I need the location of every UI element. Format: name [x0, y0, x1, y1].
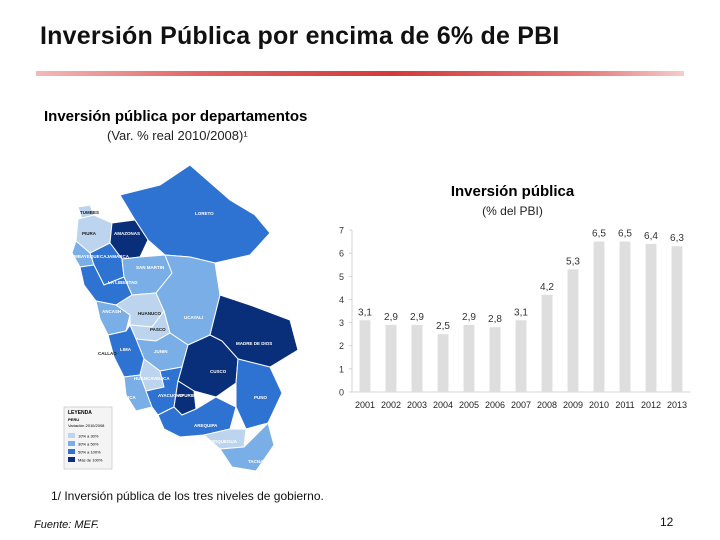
bar-value-label: 5,3	[566, 256, 580, 267]
legend-item-label: 30% a 50%	[78, 441, 99, 446]
y-tick-label: 0	[339, 388, 344, 398]
label-puno: PUNO	[254, 395, 268, 400]
label-arequipa: AREQUIPA	[194, 423, 218, 428]
region-tacna	[219, 422, 275, 472]
bar-value-label: 4,2	[540, 282, 554, 293]
y-tick-label: 5	[339, 272, 344, 282]
chart-title: Inversión pública	[450, 183, 575, 200]
label-san-martin: SAN MARTIN	[136, 265, 164, 270]
label-madre-de-dios: MADRE DE DIOS	[236, 341, 272, 346]
legend-swatch	[68, 449, 75, 454]
y-tick-label: 6	[339, 249, 344, 259]
label-tacna: TACNA	[248, 459, 264, 464]
bar-2005	[463, 324, 475, 392]
label-loreto: LORETO	[195, 211, 214, 216]
bar-2011	[619, 241, 631, 392]
bar-value-label: 2,5	[436, 321, 450, 332]
peru-departments-map: TUMBES LORETO PIURA AMAZONAS LAMBAYEQUE …	[63, 164, 299, 472]
label-la-libertad: LA LIBERTAD	[108, 280, 138, 285]
page-title: Inversión Pública por encima de 6% de PB…	[40, 22, 560, 50]
label-moquegua: MOQUEGUA	[210, 439, 238, 444]
legend-swatch	[68, 441, 75, 446]
x-tick-label: 2011	[615, 400, 634, 410]
bar-2001	[359, 320, 371, 392]
label-huancavelica: HUANCAVELICA	[134, 376, 170, 381]
legend-title: LEYENDA	[68, 410, 92, 416]
x-tick-label: 2005	[459, 400, 479, 410]
map-subtitle: (Var. % real 2010/2008)¹	[107, 128, 248, 143]
label-lambayeque: LAMBAYEQUE	[68, 254, 100, 259]
label-huanuco: HUANUCO	[138, 311, 161, 316]
bar-2013	[671, 246, 683, 392]
label-cajamarca: CAJAMARCA	[100, 254, 130, 259]
label-apurimac: APURIMAC	[178, 393, 203, 398]
region-moquegua	[202, 428, 247, 450]
legend-swatch	[68, 433, 75, 438]
region-arequipa	[157, 396, 237, 438]
label-ancash: ANCASH	[102, 309, 121, 314]
bar-value-label: 6,4	[644, 231, 658, 242]
x-tick-label: 2001	[355, 400, 375, 410]
legend-swatch	[68, 457, 75, 462]
legend-item-label: 50% a 100%	[78, 449, 101, 454]
label-pasco: PASCO	[150, 327, 166, 332]
label-lima: LIMA	[120, 347, 132, 352]
bar-2006	[489, 327, 501, 392]
bar-2009	[567, 269, 579, 392]
bar-value-label: 6,3	[670, 233, 684, 244]
bar-2004	[437, 334, 449, 392]
chart-subtitle: (% del PBI)	[482, 204, 543, 218]
bar-2008	[541, 294, 553, 392]
region-puno	[235, 358, 283, 430]
x-tick-label: 2009	[563, 400, 583, 410]
x-tick-label: 2013	[667, 400, 687, 410]
label-callao: CALLAO	[98, 351, 117, 356]
label-cusco: CUSCO	[210, 369, 227, 374]
label-tumbes: TUMBES	[80, 210, 99, 215]
y-tick-label: 1	[339, 364, 344, 374]
label-ica: ICA	[128, 395, 137, 400]
x-tick-label: 2010	[589, 400, 609, 410]
bar-value-label: 2,9	[462, 312, 476, 323]
x-tick-label: 2012	[641, 400, 661, 410]
bar-2010	[593, 241, 605, 392]
source-note: Fuente: MEF.	[34, 519, 100, 531]
x-tick-label: 2006	[485, 400, 505, 410]
y-tick-label: 3	[339, 318, 344, 328]
legend-caption: Variación 2010/2008	[68, 423, 105, 428]
title-divider	[36, 71, 684, 76]
bar-value-label: 6,5	[618, 229, 632, 240]
legend-item-label: 10% a 30%	[78, 433, 99, 438]
label-piura: PIURA	[82, 231, 97, 236]
y-tick-label: 2	[339, 341, 344, 351]
label-junin: JUNIN	[154, 349, 168, 354]
map-legend: LEYENDA PERU Variación 2010/2008 10% a 3…	[63, 406, 113, 470]
bar-value-label: 3,1	[514, 307, 528, 318]
x-tick-label: 2002	[381, 400, 401, 410]
bar-value-label: 6,5	[592, 229, 606, 240]
x-tick-label: 2003	[407, 400, 427, 410]
legend-item-label: Más de 100%	[78, 457, 103, 462]
bar-2007	[515, 320, 527, 392]
bar-2012	[645, 243, 657, 392]
bar-value-label: 2,9	[384, 312, 398, 323]
x-tick-label: 2008	[537, 400, 557, 410]
bar-value-label: 2,9	[410, 312, 424, 323]
label-ayacucho: AYACUCHO	[158, 393, 184, 398]
bar-2003	[411, 324, 423, 392]
x-tick-label: 2007	[511, 400, 531, 410]
legend-subtitle: PERU	[68, 417, 79, 422]
label-amazonas: AMAZONAS	[114, 231, 140, 236]
bar-value-label: 2,8	[488, 314, 502, 325]
y-tick-label: 4	[339, 295, 344, 305]
map-title: Inversión pública por departamentos	[44, 108, 308, 125]
public-investment-bar-chart: 0 1 2 3 4 5 6 7 3,1 2001 2,9 2002 2,9 2003 2,5 2004 2,9 2…	[339, 226, 690, 410]
footnote: 1/ Inversión pública de los tres niveles…	[51, 489, 324, 503]
y-tick-label: 7	[339, 226, 344, 236]
label-ucayali: UCAYALI	[184, 315, 203, 320]
bar-value-label: 3,1	[358, 307, 372, 318]
bar-2002	[385, 324, 397, 392]
x-tick-label: 2004	[433, 400, 453, 410]
page-number: 12	[660, 515, 674, 529]
